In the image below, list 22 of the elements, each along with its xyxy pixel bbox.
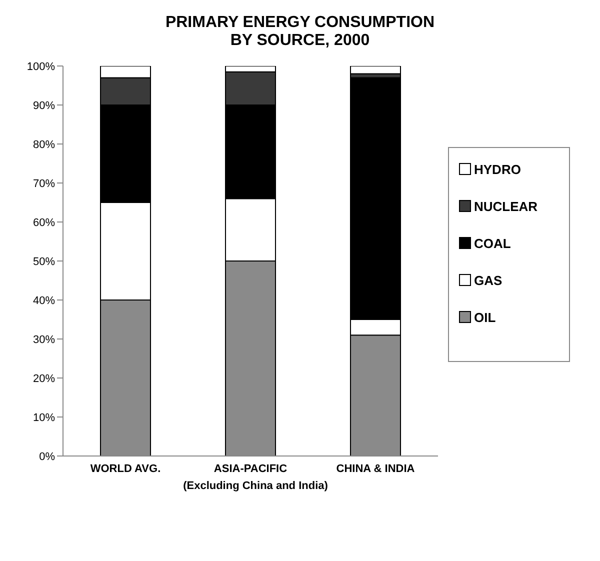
x-tick-label: WORLD AVG. [90,462,161,475]
y-tick-label: 70% [32,178,56,190]
y-tick-label: 30% [32,334,56,346]
y-tick-label: 0% [39,450,56,463]
chart-title: PRIMARY ENERGY CONSUMPTION BY SOURCE, 2000 [164,14,436,50]
text: (Excluding China and India) [182,480,329,492]
y-tick-label: 10% [32,412,56,424]
y-tick-label: 60% [32,216,56,229]
y-tick-label: 40% [32,294,56,307]
y-tick-label: 80% [32,138,56,151]
bar [350,66,401,74]
y-tick-label: 50% [32,256,56,268]
x-tick-label: CHINA & INDIA [336,462,415,475]
y-tick-label: 90% [32,100,56,112]
legend-label: NUCLEAR [474,198,538,214]
legend-label: OIL [474,310,496,324]
legend-label: HYDRO [474,162,521,176]
y-tick-label: 20% [32,372,56,385]
legend-label: GAS [474,272,502,288]
x-tick-label: ASIA-PACIFIC [214,462,288,475]
legend-label: COAL [474,236,511,250]
y-tick-label: 100% [26,60,56,73]
